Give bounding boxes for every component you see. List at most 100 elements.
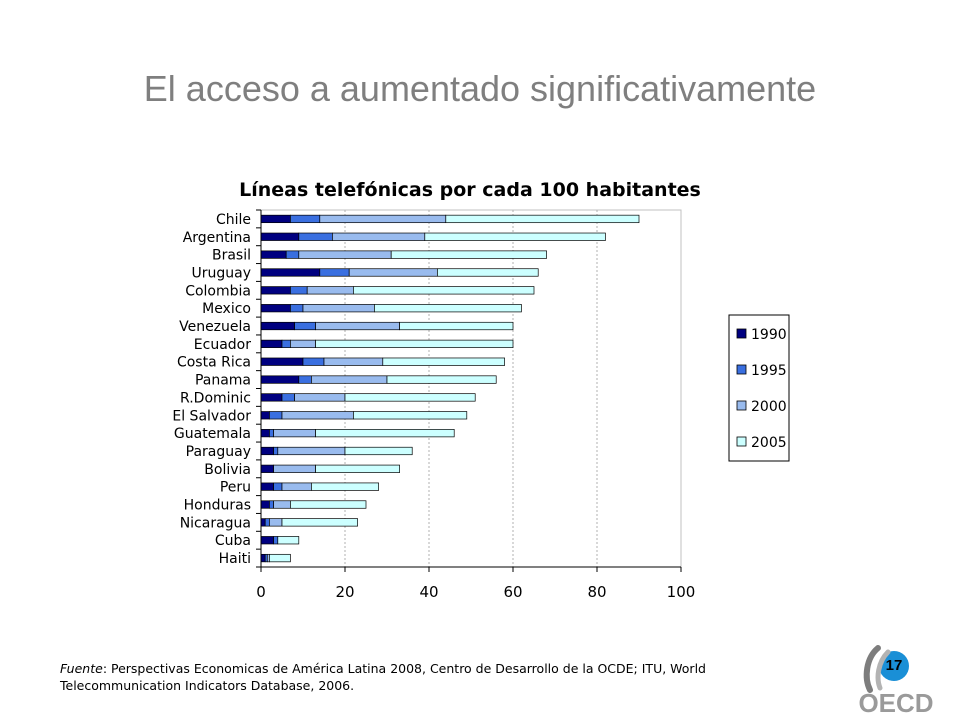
category-label: Bolivia <box>204 462 251 478</box>
legend-label: 1990 <box>751 327 787 343</box>
bar-segment <box>332 232 426 241</box>
logo-arc-inner <box>875 649 891 691</box>
category-label: Venezuela <box>179 319 251 335</box>
bar-segment <box>399 321 514 331</box>
category-label: Nicaragua <box>180 515 251 531</box>
bar-segment <box>298 232 333 241</box>
category-label: Honduras <box>184 498 251 514</box>
bar-segment <box>290 500 367 509</box>
footnote-text: : Perspectivas Economicas de América Lat… <box>60 661 706 693</box>
bar-segment <box>281 482 312 491</box>
bar-segment <box>285 250 300 259</box>
bar-segment <box>264 518 270 527</box>
legend-swatch <box>736 400 747 411</box>
category-label: Panama <box>195 373 251 389</box>
bar-segment <box>382 357 505 366</box>
bar-segment <box>269 553 291 563</box>
legend-label: 1995 <box>751 363 787 379</box>
bar-segment <box>315 464 400 473</box>
bar-segment <box>281 339 291 348</box>
category-label: Paraguay <box>186 444 251 460</box>
oecd-logo-text: OECD <box>858 688 933 716</box>
bar-segment <box>260 411 270 420</box>
x-tick-label: 60 <box>503 583 522 601</box>
category-label: Ecuador <box>194 337 251 353</box>
bar-segment <box>260 518 266 527</box>
bar-segment <box>311 375 388 384</box>
bar-segment <box>294 393 346 402</box>
bar-segment <box>294 321 316 331</box>
bars <box>260 214 640 563</box>
grid-lines <box>260 209 682 568</box>
category-label: Colombia <box>185 283 251 299</box>
legend-label: 2000 <box>751 399 787 415</box>
bar-segment <box>374 304 522 313</box>
bar-segment <box>260 446 274 456</box>
bar-segment <box>315 339 514 348</box>
bar-segment <box>315 321 400 331</box>
bar-segment <box>290 339 316 348</box>
bar-segment <box>298 250 392 259</box>
bar-segment <box>281 518 358 527</box>
bar-segment <box>302 304 375 313</box>
category-label: Haiti <box>219 551 251 567</box>
bar-segment <box>390 250 547 259</box>
bar-segment <box>319 214 447 224</box>
category-label: Argentina <box>183 230 251 246</box>
bar-segment <box>353 411 468 420</box>
bar-segment <box>260 214 291 224</box>
bar-segment <box>260 286 291 295</box>
bar-segment <box>344 446 413 456</box>
category-label: Brasil <box>212 248 251 264</box>
bar-segment <box>323 357 384 366</box>
bar-segment <box>281 393 295 402</box>
bar-segment <box>260 339 283 348</box>
x-tick-label: 40 <box>419 583 438 601</box>
footnote: Fuente: Perspectivas Economicas de Améri… <box>60 660 780 694</box>
bar-segment <box>260 553 266 563</box>
bar-segment <box>348 268 438 277</box>
bar-segment <box>290 304 304 313</box>
bar-segment <box>302 357 325 366</box>
legend-swatch <box>736 364 747 375</box>
bar-segment <box>277 446 346 456</box>
bar-segment <box>260 375 300 384</box>
bar-segment <box>260 536 274 545</box>
category-label: Peru <box>220 480 251 496</box>
legend-swatch <box>736 328 747 339</box>
category-label: Mexico <box>202 301 251 317</box>
legend-label: 2005 <box>751 435 787 451</box>
bar-segment <box>260 268 321 277</box>
bar-segment <box>273 429 316 438</box>
category-label: Costa Rica <box>177 355 251 371</box>
bar-segment <box>260 357 304 366</box>
footnote-source-label: Fuente <box>60 661 103 676</box>
bar-segment <box>260 429 270 438</box>
bar-segment <box>277 536 300 545</box>
category-label: R.Dominic <box>180 390 251 406</box>
x-tick-label: 0 <box>256 583 266 601</box>
bar-segment <box>260 500 270 509</box>
x-tick-label: 80 <box>587 583 606 601</box>
bar-segment <box>290 214 321 224</box>
logo-arc-outer <box>863 645 881 693</box>
bar-segment <box>260 250 287 259</box>
slide-title: El acceso a aumentado significativamente <box>143 68 817 109</box>
axes <box>256 209 682 572</box>
category-label: El Salvador <box>172 408 251 424</box>
bar-segment <box>269 429 274 438</box>
bar-segment <box>281 411 354 420</box>
x-tick-label: 100 <box>667 583 696 601</box>
legend-swatch <box>736 436 747 447</box>
bar-segment <box>306 286 354 295</box>
bar-segment <box>260 232 300 241</box>
category-label: Guatemala <box>174 426 251 442</box>
bar-segment <box>298 375 312 384</box>
category-label: Cuba <box>215 533 251 549</box>
bar-segment <box>273 446 279 456</box>
bar-segment <box>260 393 283 402</box>
bar-segment <box>269 411 283 420</box>
bar-segment <box>269 500 274 509</box>
